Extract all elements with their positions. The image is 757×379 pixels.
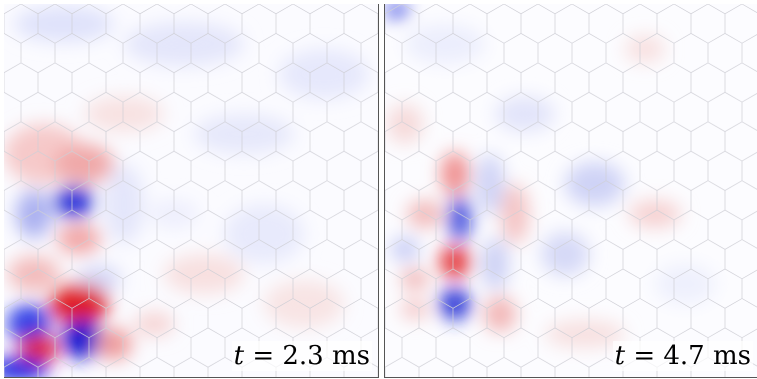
time-variable: t [614, 341, 626, 371]
time-unit: ms [713, 341, 751, 371]
time-label-right: t = 4.7 ms [612, 341, 753, 371]
equals-sign: = [633, 341, 656, 371]
time-label-left: t = 2.3 ms [231, 341, 372, 371]
time-value: 4.7 [663, 341, 705, 371]
equals-sign: = [252, 341, 275, 371]
time-value: 2.3 [282, 341, 324, 371]
field-panel-right: t = 4.7 ms [384, 4, 757, 378]
time-variable: t [233, 341, 245, 371]
field-map-right [385, 4, 757, 377]
hex-grid-left [4, 4, 378, 377]
time-unit: ms [332, 341, 370, 371]
field-map-left [4, 4, 378, 377]
field-panel-left: t = 2.3 ms [4, 4, 379, 378]
hex-grid-right [385, 4, 757, 377]
